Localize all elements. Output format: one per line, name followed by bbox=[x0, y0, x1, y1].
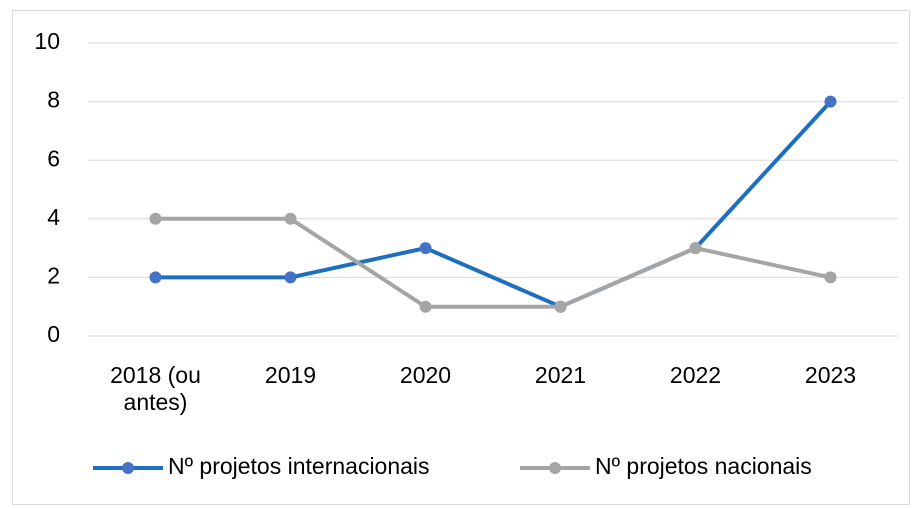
series-marker bbox=[284, 271, 297, 284]
legend-marker bbox=[122, 462, 134, 474]
y-tick-label: 2 bbox=[47, 262, 60, 288]
series-marker bbox=[419, 242, 432, 255]
x-tick-label: 2019 bbox=[264, 362, 317, 388]
series-marker bbox=[824, 95, 837, 108]
x-tick-label: 2018 (ou antes) bbox=[110, 362, 201, 415]
series-line bbox=[155, 216, 831, 309]
series-marker bbox=[554, 300, 567, 313]
series-line bbox=[155, 100, 832, 309]
x-tick-label: 2022 bbox=[669, 362, 722, 388]
legend-marker bbox=[549, 462, 561, 474]
x-tick-label: 2020 bbox=[399, 362, 452, 388]
y-tick-label: 10 bbox=[34, 28, 60, 54]
y-tick-label: 4 bbox=[47, 204, 60, 230]
series-marker bbox=[689, 242, 702, 255]
series-marker bbox=[824, 271, 837, 284]
legend-label: Nº projetos internacionais bbox=[168, 453, 430, 479]
series-marker bbox=[419, 300, 432, 313]
y-tick-label: 0 bbox=[47, 321, 60, 347]
y-tick-label: 6 bbox=[47, 145, 60, 171]
x-tick-label: 2023 bbox=[804, 362, 857, 388]
chart-border bbox=[12, 10, 910, 505]
series-marker bbox=[149, 212, 162, 225]
legend-label: Nº projetos nacionais bbox=[595, 453, 812, 479]
series-marker bbox=[149, 271, 162, 284]
x-tick-label: 2021 bbox=[534, 362, 587, 388]
series-marker bbox=[284, 212, 297, 225]
y-tick-label: 8 bbox=[47, 87, 60, 113]
